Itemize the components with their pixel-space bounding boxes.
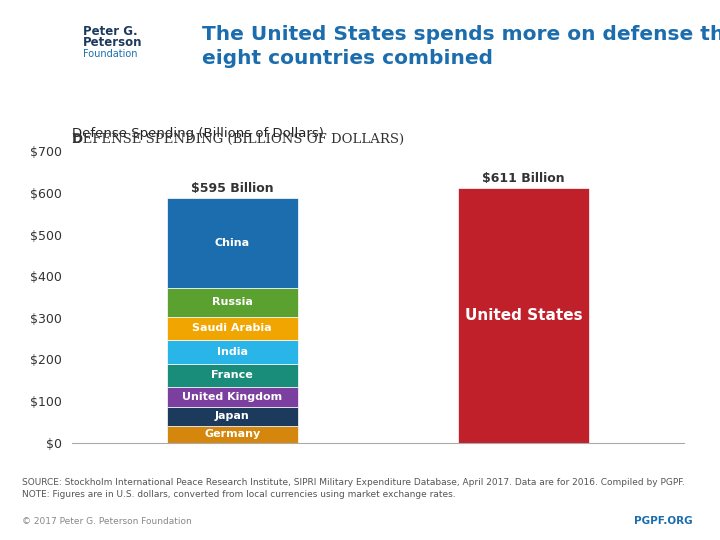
Text: Foundation: Foundation: [83, 49, 138, 59]
Text: India: India: [217, 347, 248, 357]
Text: The United States spends more on defense than the next
eight countries combined: The United States spends more on defense…: [202, 25, 720, 68]
Bar: [167, 387, 298, 407]
Text: China: China: [215, 238, 250, 248]
Text: © 2017 Peter G. Peterson Foundation: © 2017 Peter G. Peterson Foundation: [22, 517, 192, 526]
Text: United States: United States: [465, 308, 582, 323]
Bar: [167, 363, 298, 387]
Bar: [167, 198, 298, 288]
Text: D: D: [72, 133, 83, 146]
Text: ≋: ≋: [29, 30, 50, 53]
Text: SOURCE: Stockholm International Peace Research Institute, SIPRI Military Expendi: SOURCE: Stockholm International Peace Re…: [22, 478, 684, 500]
Bar: [167, 316, 298, 340]
Text: Saudi Arabia: Saudi Arabia: [192, 323, 272, 334]
Text: Germany: Germany: [204, 429, 261, 439]
Text: PGPF.ORG: PGPF.ORG: [634, 516, 692, 526]
Text: Peterson: Peterson: [83, 36, 143, 49]
Bar: [167, 407, 298, 426]
Text: Defense Spending (Billions of Dollars): Defense Spending (Billions of Dollars): [72, 127, 324, 140]
Text: Russia: Russia: [212, 297, 253, 307]
Bar: [167, 288, 298, 316]
Text: $611 Billion: $611 Billion: [482, 172, 565, 185]
Bar: [458, 188, 589, 443]
Bar: [167, 340, 298, 363]
Text: France: France: [212, 370, 253, 380]
Text: Peter G.: Peter G.: [83, 25, 138, 38]
Bar: [167, 426, 298, 443]
Text: United Kingdom: United Kingdom: [182, 392, 282, 402]
Text: DEFENSE SPENDING (BILLIONS OF DOLLARS): DEFENSE SPENDING (BILLIONS OF DOLLARS): [72, 133, 404, 146]
Text: $595 Billion: $595 Billion: [191, 182, 274, 195]
Text: Japan: Japan: [215, 411, 250, 421]
